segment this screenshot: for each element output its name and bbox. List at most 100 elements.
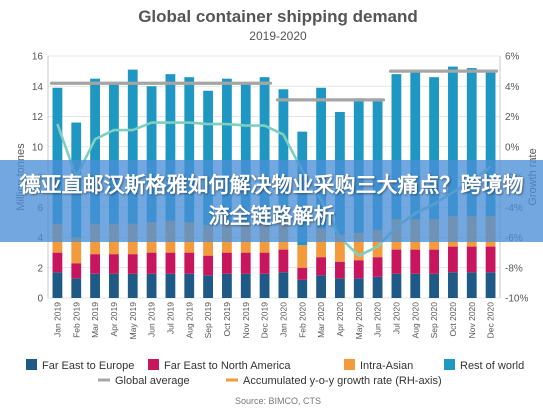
bar-segment-far-east-north-america: [259, 252, 270, 274]
legend-swatch: [344, 359, 355, 370]
bar-segment-rest-of-world: [146, 86, 157, 223]
legend-swatch: [26, 359, 37, 370]
bar-segment-rest-of-world: [485, 69, 496, 217]
x-tick-label: May 2019: [128, 302, 138, 340]
bar-segment-far-east-europe: [90, 273, 100, 298]
bar-segment-rest-of-world: [278, 89, 289, 220]
bar-segment-far-east-north-america: [372, 257, 383, 277]
overlay-banner: 德亚直邮汉斯格雅如何解决物业采购三大痛点？跨境物流全链路解析: [0, 160, 543, 242]
bar-segment-far-east-europe: [184, 273, 195, 298]
bar-segment-intra-asian: [335, 234, 345, 262]
y2-tick-label: 2%: [505, 112, 520, 123]
x-tick-label: Nov 2020: [467, 302, 477, 339]
bar-segment-far-east-north-america: [52, 252, 63, 273]
x-tick-label: Jun 2020: [373, 302, 383, 337]
bar-segment-far-east-europe: [165, 273, 176, 298]
x-tick-label: May 2020: [354, 302, 364, 340]
bar-segment-far-east-europe: [222, 273, 232, 298]
bar-segment-far-east-north-america: [485, 246, 496, 273]
bar-segment-far-east-europe: [71, 278, 82, 298]
bar-segment-far-east-europe: [353, 278, 364, 298]
legend-label: Far East to Europe: [42, 360, 134, 372]
bar-segment-far-east-north-america: [165, 252, 176, 274]
y-tick-label: 16: [32, 52, 44, 63]
bar-segment-far-east-north-america: [316, 257, 326, 276]
x-tick-label: Jul 2020: [391, 302, 401, 334]
bar-segment-far-east-north-america: [146, 252, 157, 274]
chart-subtitle: 2019-2020: [249, 29, 307, 43]
bar-segment-far-east-europe: [203, 275, 213, 298]
y-tick-label: 0: [37, 294, 43, 305]
bar-segment-rest-of-world: [391, 74, 402, 220]
bar-segment-rest-of-world: [165, 74, 176, 221]
bar-segment-rest-of-world: [259, 77, 270, 223]
bar-segment-rest-of-world: [184, 77, 195, 223]
bar-segment-rest-of-world: [222, 78, 232, 223]
x-tick-label: Jul 2019: [165, 302, 175, 334]
bar-segment-far-east-europe: [52, 272, 63, 298]
bar-segment-far-east-north-america: [71, 263, 82, 279]
x-tick-label: Nov 2019: [241, 302, 251, 339]
chart-title: Global container shipping demand: [138, 7, 418, 26]
x-tick-label: Oct 2019: [222, 302, 232, 337]
x-tick-label: Sep 2020: [429, 302, 439, 339]
bar-segment-far-east-north-america: [466, 246, 477, 273]
bar-segment-rest-of-world: [448, 66, 458, 217]
x-tick-label: Aug 2019: [184, 302, 194, 339]
y2-tick-label: -8%: [505, 263, 523, 274]
y-tick-label: 2: [37, 263, 43, 274]
legend-swatch: [444, 359, 455, 370]
source-note: Source: BIMCO, CTS: [235, 396, 321, 406]
bar-segment-far-east-europe: [429, 273, 439, 298]
bar-segment-rest-of-world: [410, 69, 421, 220]
x-tick-label: Feb 2019: [71, 302, 81, 338]
x-tick-labels: Jan 2019 Feb 2019 Mar 2019 Apr 2019 May 2019…: [52, 302, 495, 340]
bar-segment-rest-of-world: [240, 83, 251, 223]
x-tick-label: Aug 2020: [410, 302, 420, 339]
bar-segment-intra-asian: [71, 237, 82, 264]
bar-segment-far-east-north-america: [410, 249, 421, 274]
legend: Far East to Europe Far East to North Amer…: [26, 359, 524, 387]
bar-segment-far-east-europe: [448, 272, 458, 298]
bar-segment-intra-asian: [353, 232, 364, 261]
bar-segment-far-east-north-america: [127, 254, 138, 274]
bar-segment-far-east-north-america: [297, 267, 308, 280]
bar-segment-far-east-europe: [410, 273, 421, 298]
bar-segment-rest-of-world: [90, 78, 100, 224]
x-tick-label: Mar 2020: [316, 302, 326, 338]
x-tick-label: Oct 2020: [448, 302, 458, 337]
x-tick-label: Sep 2019: [203, 302, 213, 339]
bar-segment-far-east-europe: [146, 273, 157, 298]
y-tick-label: 10: [32, 142, 44, 153]
bar-segment-far-east-europe: [127, 273, 138, 298]
bar-segment-far-east-north-america: [391, 249, 402, 274]
x-tick-label: Feb 2020: [297, 302, 307, 338]
y-tick-label: 14: [32, 82, 44, 93]
bar-segment-far-east-europe: [240, 273, 251, 298]
bar-segment-far-east-europe: [391, 273, 402, 298]
x-tick-label: Jun 2019: [147, 302, 157, 337]
x-tick-label: Apr 2019: [109, 302, 119, 337]
x-tick-label: Jan 2020: [278, 302, 288, 337]
bar-segment-far-east-north-america: [353, 260, 364, 279]
bar-segment-far-east-europe: [109, 273, 119, 298]
x-tick-label: Jan 2019: [52, 302, 62, 337]
bar-segment-rest-of-world: [203, 90, 213, 226]
bar-segment-far-east-north-america: [335, 261, 345, 279]
bar-segment-far-east-north-america: [109, 254, 119, 274]
bar-segment-far-east-north-america: [448, 246, 458, 273]
bar-segment-intra-asian: [316, 228, 326, 258]
bar-segment-intra-asian: [297, 245, 308, 268]
bar-segment-far-east-north-america: [429, 249, 439, 274]
bar-segment-far-east-europe: [297, 279, 308, 298]
legend-label: Far East to North America: [164, 360, 291, 372]
bar-segment-rest-of-world: [316, 87, 326, 229]
x-tick-label: Dec 2020: [486, 302, 496, 339]
bar-segment-far-east-europe: [259, 273, 270, 298]
bar-segment-intra-asian: [372, 229, 383, 258]
bar-segment-far-east-north-america: [90, 254, 100, 274]
bar-segment-far-east-north-america: [184, 252, 195, 274]
legend-label: Global average: [115, 375, 190, 387]
legend-label: Accumulated y-o-y growth rate (RH-axis): [243, 375, 442, 387]
legend-swatch: [148, 359, 159, 370]
